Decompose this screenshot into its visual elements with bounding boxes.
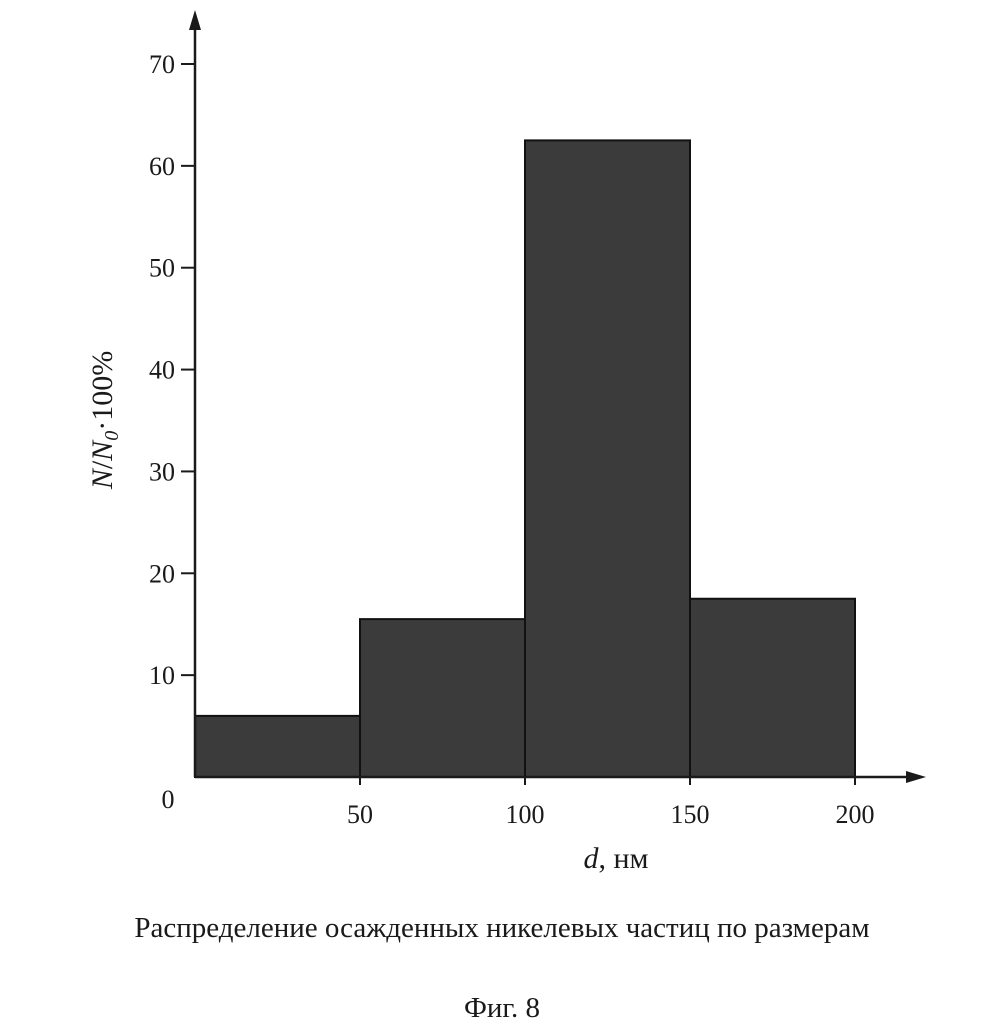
x-axis-arrow xyxy=(906,771,926,783)
y-tick-label: 40 xyxy=(149,356,175,385)
y-tick-label: 50 xyxy=(149,254,175,283)
y-label-n2: N xyxy=(86,439,119,462)
x-tick-label: 100 xyxy=(506,800,545,829)
histogram-bar xyxy=(194,714,361,779)
axes-layer xyxy=(189,10,926,783)
y-tick-label: 60 xyxy=(149,152,175,181)
histogram-bar xyxy=(689,597,856,778)
x-tick-label: 200 xyxy=(836,800,875,829)
y-axis-label: N/N0·100% xyxy=(86,351,123,490)
x-axis-label: d, нм xyxy=(583,842,648,875)
origin-label: 0 xyxy=(162,785,175,814)
x-axis-label-var: d xyxy=(583,842,599,875)
histogram-bar xyxy=(524,139,691,778)
y-tick-label: 30 xyxy=(149,457,175,486)
histogram-bar xyxy=(359,618,526,778)
figure-number: Фиг. 8 xyxy=(463,992,541,1024)
x-tick-label: 50 xyxy=(347,800,373,829)
ticks-layer: 10 20 30 40 50 60 70 50 100 150 200 xyxy=(149,50,875,829)
y-tick-label: 70 xyxy=(149,50,175,79)
y-label-rest: ·100% xyxy=(86,351,119,431)
y-tick-label: 20 xyxy=(149,559,175,588)
figure-caption: Распределение осажденных никелевых части… xyxy=(134,912,870,944)
bars-layer xyxy=(194,139,856,779)
y-tick-label: 10 xyxy=(149,661,175,690)
y-label-sub: 0 xyxy=(101,431,123,441)
x-tick-label: 150 xyxy=(671,800,710,829)
y-label-n1: N xyxy=(86,467,119,490)
y-axis-arrow xyxy=(189,10,201,30)
x-axis-label-unit: , нм xyxy=(598,842,648,875)
y-label-slash: / xyxy=(86,460,119,469)
